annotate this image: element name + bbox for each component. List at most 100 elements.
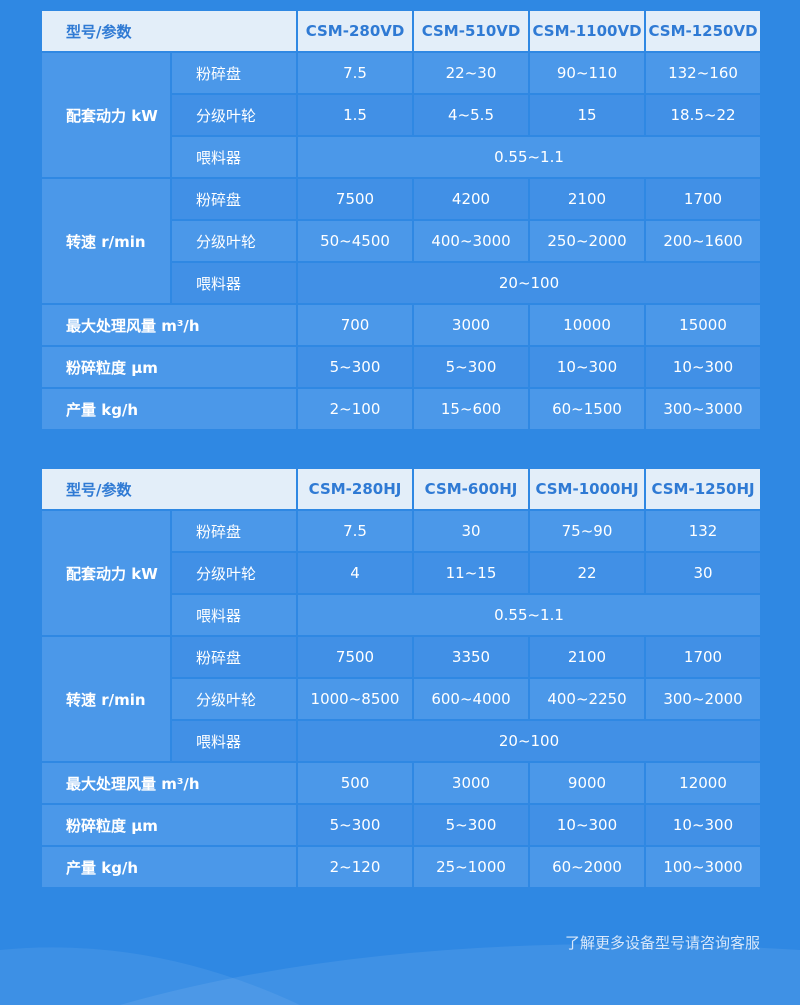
value-cell: 2~120 bbox=[296, 845, 415, 889]
value-cell: 15 bbox=[528, 93, 647, 137]
model-header: CSM-510VD bbox=[412, 9, 531, 53]
value-cell: 12000 bbox=[644, 761, 763, 805]
value-cell: 20~100 bbox=[296, 719, 763, 763]
group-label: 配套动力 kW bbox=[40, 509, 172, 637]
table-row: 配套动力 kW 粉碎盘 7.5 30 75~90 132 bbox=[40, 509, 763, 637]
background-wave bbox=[0, 947, 300, 1005]
row-label: 最大处理风量 m³/h bbox=[39, 303, 299, 347]
row-label: 粉碎粒度 μm bbox=[39, 803, 299, 847]
table-row: 转速 r/min 粉碎盘 7500 4200 2100 1700 bbox=[40, 177, 763, 305]
value-cell: 10~300 bbox=[528, 345, 647, 389]
value-cell: 5~300 bbox=[412, 345, 531, 389]
value-cell: 7500 bbox=[296, 635, 415, 679]
value-cell: 0.55~1.1 bbox=[296, 135, 763, 179]
model-header: CSM-280VD bbox=[296, 9, 415, 53]
sub-label: 粉碎盘 bbox=[169, 509, 299, 553]
value-cell: 15~600 bbox=[412, 387, 531, 431]
value-cell: 1.5 bbox=[296, 93, 415, 137]
group-label: 配套动力 kW bbox=[40, 51, 172, 179]
value-cell: 1000~8500 bbox=[296, 677, 415, 721]
sub-label: 喂料器 bbox=[169, 261, 299, 305]
value-cell: 100~3000 bbox=[644, 845, 763, 889]
table-row: 粉碎粒度 μm 5~300 5~300 10~300 10~300 bbox=[39, 345, 763, 389]
value-cell: 30 bbox=[644, 551, 763, 595]
model-header: CSM-1000HJ bbox=[528, 467, 647, 511]
table-row: 最大处理风量 m³/h 700 3000 10000 15000 bbox=[39, 303, 763, 347]
sub-label: 喂料器 bbox=[169, 719, 299, 763]
value-cell: 1700 bbox=[644, 177, 763, 221]
value-cell: 50~4500 bbox=[296, 219, 415, 263]
value-cell: 75~90 bbox=[528, 509, 647, 553]
value-cell: 700 bbox=[296, 303, 415, 347]
table-row: 产量 kg/h 2~120 25~1000 60~2000 100~3000 bbox=[39, 845, 763, 889]
model-header: CSM-1250HJ bbox=[644, 467, 763, 511]
value-cell: 5~300 bbox=[296, 803, 415, 847]
header-row: 型号/参数 CSM-280VD CSM-510VD CSM-1100VD CSM-125… bbox=[39, 9, 763, 53]
value-cell: 18.5~22 bbox=[644, 93, 763, 137]
table-row: 最大处理风量 m³/h 500 3000 9000 12000 bbox=[39, 761, 763, 805]
row-label: 最大处理风量 m³/h bbox=[39, 761, 299, 805]
header-row: 型号/参数 CSM-280HJ CSM-600HJ CSM-1000HJ CSM-125… bbox=[39, 467, 763, 511]
table-row: 分级叶轮 1000~8500 600~4000 400~2250 300~2000 bbox=[41, 677, 763, 721]
value-cell: 7.5 bbox=[296, 509, 415, 553]
table-row: 配套动力 kW 粉碎盘 7.5 22~30 90~110 132~160 bbox=[40, 51, 763, 179]
value-cell: 3350 bbox=[412, 635, 531, 679]
background-wave bbox=[120, 944, 800, 1005]
spec-table-vd: 型号/参数 CSM-280VD CSM-510VD CSM-1100VD CSM-125… bbox=[39, 9, 763, 431]
value-cell: 250~2000 bbox=[528, 219, 647, 263]
table-row: 分级叶轮 1.5 4~5.5 15 18.5~22 bbox=[41, 93, 763, 137]
value-cell: 5~300 bbox=[412, 803, 531, 847]
value-cell: 60~2000 bbox=[528, 845, 647, 889]
table-row: 产量 kg/h 2~100 15~600 60~1500 300~3000 bbox=[39, 387, 763, 431]
value-cell: 500 bbox=[296, 761, 415, 805]
value-cell: 132~160 bbox=[644, 51, 763, 95]
value-cell: 1700 bbox=[644, 635, 763, 679]
value-cell: 30 bbox=[412, 509, 531, 553]
value-cell: 10~300 bbox=[644, 345, 763, 389]
value-cell: 15000 bbox=[644, 303, 763, 347]
sub-label: 分级叶轮 bbox=[169, 677, 299, 721]
table-row: 喂料器 0.55~1.1 bbox=[41, 593, 763, 637]
param-header: 型号/参数 bbox=[39, 467, 299, 511]
value-cell: 400~2250 bbox=[528, 677, 647, 721]
model-header: CSM-600HJ bbox=[412, 467, 531, 511]
value-cell: 20~100 bbox=[296, 261, 763, 305]
value-cell: 2~100 bbox=[296, 387, 415, 431]
value-cell: 22~30 bbox=[412, 51, 531, 95]
background-waves bbox=[0, 944, 800, 1005]
sub-label: 喂料器 bbox=[169, 593, 299, 637]
model-header: CSM-280HJ bbox=[296, 467, 415, 511]
model-header: CSM-1100VD bbox=[528, 9, 647, 53]
value-cell: 300~3000 bbox=[644, 387, 763, 431]
value-cell: 7.5 bbox=[296, 51, 415, 95]
sub-label: 分级叶轮 bbox=[169, 219, 299, 263]
sub-label: 粉碎盘 bbox=[169, 635, 299, 679]
value-cell: 3000 bbox=[412, 761, 531, 805]
table-row: 粉碎粒度 μm 5~300 5~300 10~300 10~300 bbox=[39, 803, 763, 847]
sub-label: 分级叶轮 bbox=[169, 93, 299, 137]
value-cell: 60~1500 bbox=[528, 387, 647, 431]
value-cell: 90~110 bbox=[528, 51, 647, 95]
value-cell: 10000 bbox=[528, 303, 647, 347]
value-cell: 10~300 bbox=[644, 803, 763, 847]
group-label: 转速 r/min bbox=[40, 635, 172, 763]
table-row: 喂料器 20~100 bbox=[41, 261, 763, 305]
value-cell: 0.55~1.1 bbox=[296, 593, 763, 637]
table-row: 分级叶轮 50~4500 400~3000 250~2000 200~1600 bbox=[41, 219, 763, 263]
sub-label: 喂料器 bbox=[169, 135, 299, 179]
footer-note: 了解更多设备型号请咨询客服 bbox=[564, 934, 760, 952]
sub-label: 分级叶轮 bbox=[169, 551, 299, 595]
value-cell: 5~300 bbox=[296, 345, 415, 389]
value-cell: 132 bbox=[644, 509, 763, 553]
group-label: 转速 r/min bbox=[40, 177, 172, 305]
value-cell: 300~2000 bbox=[644, 677, 763, 721]
table-row: 分级叶轮 4 11~15 22 30 bbox=[41, 551, 763, 595]
value-cell: 9000 bbox=[528, 761, 647, 805]
spec-table-hj: 型号/参数 CSM-280HJ CSM-600HJ CSM-1000HJ CSM-125… bbox=[39, 467, 763, 889]
value-cell: 25~1000 bbox=[412, 845, 531, 889]
param-header: 型号/参数 bbox=[39, 9, 299, 53]
table-row: 喂料器 20~100 bbox=[41, 719, 763, 763]
value-cell: 10~300 bbox=[528, 803, 647, 847]
value-cell: 600~4000 bbox=[412, 677, 531, 721]
sub-label: 粉碎盘 bbox=[169, 177, 299, 221]
